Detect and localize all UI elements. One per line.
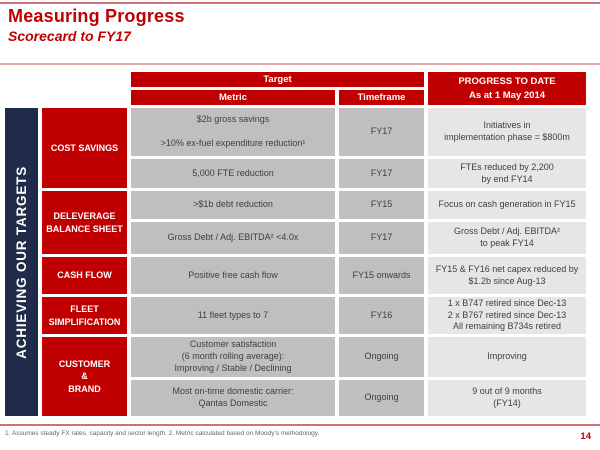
timeframe-cell: Ongoing [339,380,424,416]
progress-cell: Initiatives in implementation phase = $8… [428,108,586,156]
category-cash-flow: CASH FLOW [42,257,127,294]
timeframe-cell: Ongoing [339,337,424,377]
metric-cell: 11 fleet types to 7 [131,297,335,334]
category-cost-savings: COST SAVINGS [42,108,127,188]
sidebar-vertical-label: ACHIEVING OUR TARGETS [14,165,29,359]
metric-cell: Gross Debt / Adj. EBITDA² <4.0x [131,222,335,254]
progress-cell: Gross Debt / Adj. EBITDA² to peak FY14 [428,222,586,254]
footer-rule [0,424,600,426]
timeframe-cell: FY15 [339,191,424,219]
header-divider-rule [0,63,600,65]
timeframe-cell: FY17 [339,159,424,188]
timeframe-cell: FY16 [339,297,424,334]
sidebar-achieving-targets: ACHIEVING OUR TARGETS [5,108,38,416]
column-header-progress: PROGRESS TO DATE As at 1 May 2014 [428,72,586,105]
metric-cell: $2b gross savings >10% ex-fuel expenditu… [131,108,335,156]
footnote-text: 1. Assumes steady FX rates, capacity and… [5,430,320,437]
scorecard-table: ACHIEVING OUR TARGETS Target Metric Time… [5,72,586,416]
slide-title: Measuring Progress [8,6,185,26]
progress-cell: 9 out of 9 months (FY14) [428,380,586,416]
metric-cell: >$1b debt reduction [131,191,335,219]
category-fleet-simplification: FLEET SIMPLIFICATION [42,297,127,334]
column-header-metric: Metric [131,90,335,105]
category-deleverage-balance-sheet: DELEVERAGE BALANCE SHEET [42,191,127,254]
metric-cell: Positive free cash flow [131,257,335,294]
progress-cell: FY15 & FY16 net capex reduced by $1.2b s… [428,257,586,294]
progress-header-line2: As at 1 May 2014 [468,89,546,101]
category-customer-brand: CUSTOMER & BRAND [42,337,127,416]
progress-cell: Improving [428,337,586,377]
progress-cell: FTEs reduced by 2,200 by end FY14 [428,159,586,188]
column-header-target: Target [131,72,424,87]
progress-cell: 1 x B747 retired since Dec-13 2 x B767 r… [428,297,586,334]
progress-header-line1: PROGRESS TO DATE [458,75,556,87]
top-rule [0,2,600,4]
timeframe-cell: FY15 onwards [339,257,424,294]
timeframe-cell: FY17 [339,108,424,156]
metric-cell: Customer satisfaction (6 month rolling a… [131,337,335,377]
column-header-timeframe: Timeframe [339,90,424,105]
slide-subtitle: Scorecard to FY17 [8,28,131,44]
progress-cell: Focus on cash generation in FY15 [428,191,586,219]
metric-cell: Most on-time domestic carrier: Qantas Do… [131,380,335,416]
metric-cell: 5,000 FTE reduction [131,159,335,188]
timeframe-cell: FY17 [339,222,424,254]
page-number: 14 [580,431,591,442]
